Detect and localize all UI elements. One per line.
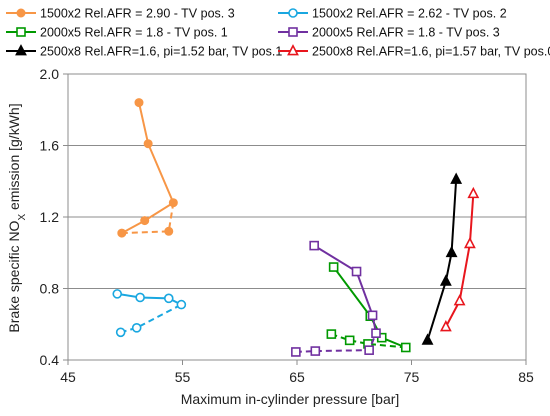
data-point (371, 328, 381, 338)
data-point (439, 320, 452, 332)
data-point (467, 186, 480, 199)
y-tick-label: 2.0 (40, 66, 60, 82)
series-2 (112, 289, 187, 338)
legend-item-4: 2000x5 Rel.AFR = 1.8 - TV pos. 3 (278, 26, 500, 40)
x-tick-label: 85 (518, 369, 534, 385)
data-point (117, 228, 127, 238)
data-point (135, 292, 145, 303)
legend-item-2: 1500x2 Rel.AFR = 2.62 - TV pos. 2 (278, 7, 507, 21)
data-point (168, 198, 178, 208)
series-line-solid (313, 244, 377, 334)
x-tick-label: 75 (404, 369, 420, 385)
legend-label: 1500x2 Rel.AFR = 2.90 - TV pos. 3 (40, 7, 235, 21)
data-point (351, 266, 362, 277)
x-tick-label: 55 (175, 369, 191, 385)
legend-swatch-marker (287, 44, 299, 56)
gridlines (68, 145, 526, 289)
x-axis-label: Maximum in-cylinder pressure [bar] (181, 391, 400, 407)
data-point (328, 262, 339, 272)
x-tick-label: 65 (289, 369, 305, 385)
legend-item-3: 2000x5 Rel.AFR = 1.8 - TV pos. 1 (6, 26, 228, 40)
data-point (326, 329, 337, 339)
data-point (445, 245, 458, 258)
legend-swatch-marker (15, 44, 27, 56)
data-point (176, 299, 187, 310)
legend-item-5: 2500x8 Rel.AFR=1.6, pi=1.52 bar, TV pos.… (6, 44, 282, 59)
series-line-solid (332, 266, 407, 349)
data-point (439, 274, 452, 286)
legend-label: 2500x8 Rel.AFR=1.6, pi=1.52 bar, TV pos.… (40, 45, 282, 59)
legend-swatch-marker (16, 27, 26, 37)
legend-label: 1500x2 Rel.AFR = 2.62 - TV pos. 2 (312, 7, 507, 21)
x-tick-label: 45 (60, 369, 76, 385)
y-axis-label-suffix: emission [g/kWh] (6, 103, 22, 213)
data-point (115, 327, 126, 338)
series-line-solid (426, 179, 458, 341)
data-point (131, 323, 142, 333)
y-axis-label-prefix: Brake specific NO (6, 220, 22, 332)
data-point (450, 172, 463, 184)
legend-label: 2000x5 Rel.AFR = 1.8 - TV pos. 3 (312, 26, 500, 40)
y-tick-label: 1.2 (40, 209, 60, 225)
legend-swatch-marker (288, 27, 298, 37)
legend-swatch-marker (288, 8, 298, 18)
data-point (344, 335, 355, 346)
series-line-dashed (120, 303, 182, 334)
legend-label: 2500x8 Rel.AFR=1.6, pi=1.57 bar, TV pos.… (312, 45, 550, 59)
series-line-dashed (295, 332, 377, 353)
data-point (309, 240, 319, 251)
y-tick-label: 0.4 (40, 352, 60, 368)
y-tick-label: 1.6 (40, 138, 60, 154)
series-4 (291, 240, 381, 357)
data-point (463, 236, 476, 249)
y-axis-label: Brake specific NOX emission [g/kWh] (6, 103, 28, 332)
data-series (112, 98, 480, 357)
y-tick-label: 0.8 (40, 281, 60, 297)
data-point (112, 289, 123, 299)
data-point (364, 345, 374, 355)
data-point (143, 139, 153, 149)
legend-item-1: 1500x2 Rel.AFR = 2.90 - TV pos. 3 (6, 7, 235, 21)
series-line-dashed (121, 202, 175, 235)
axes (63, 73, 527, 365)
data-point (140, 216, 150, 226)
data-point (421, 333, 434, 345)
series-6 (439, 186, 480, 332)
tick-labels: 45 55 65 75 85 0.4 0.8 1.2 1.6 2.0 (40, 66, 534, 385)
legend: 1500x2 Rel.AFR = 2.90 - TV pos. 3 1500x2 … (6, 7, 550, 59)
series-5 (421, 172, 463, 345)
legend-item-6: 2500x8 Rel.AFR=1.6, pi=1.57 bar, TV pos.… (278, 44, 550, 59)
series-line-solid (121, 102, 175, 234)
series-3 (326, 262, 411, 353)
data-point (134, 98, 144, 108)
legend-label: 2000x5 Rel.AFR = 1.8 - TV pos. 1 (40, 26, 228, 40)
series-1 (117, 98, 178, 238)
data-point (291, 347, 301, 357)
series-line-solid (444, 193, 475, 328)
series-line-solid (117, 292, 182, 306)
y-axis-label-subscript: X (17, 214, 28, 221)
data-point (164, 226, 174, 236)
data-point (310, 346, 321, 356)
data-point (163, 293, 174, 304)
legend-swatch-marker (16, 8, 26, 18)
data-point (367, 310, 378, 321)
data-point (453, 294, 466, 306)
data-point (400, 342, 411, 353)
